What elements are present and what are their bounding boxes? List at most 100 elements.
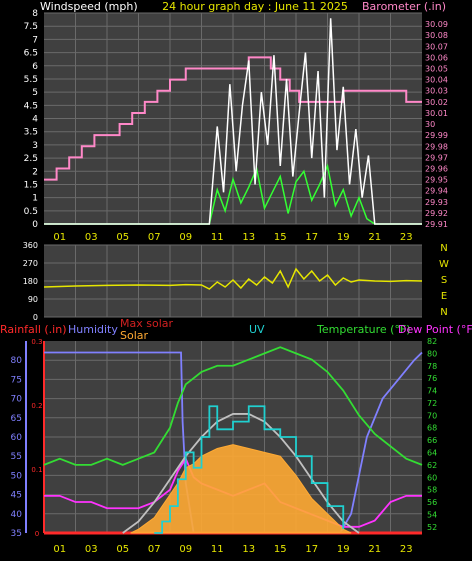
temp-tick-58: 58: [427, 486, 437, 495]
hum-tick-45: 45: [11, 491, 22, 501]
hum-tick-60: 60: [11, 433, 23, 443]
wind-tick-8: 8: [32, 9, 38, 19]
rain-tick-0.2: 0.2: [31, 402, 42, 410]
x-tick-top-23: 23: [400, 232, 413, 243]
temp-tick-54: 54: [427, 510, 437, 519]
x-tick-bottom-11: 11: [211, 544, 224, 555]
temp-tick-80: 80: [427, 349, 437, 358]
wind-tick-4: 4: [32, 115, 38, 125]
hum-tick-55: 55: [11, 452, 22, 462]
hum-tick-50: 50: [11, 471, 23, 481]
axis-labels: 0101030305050707090911111313151517171919…: [11, 9, 450, 555]
x-tick-top-19: 19: [337, 232, 350, 243]
legend-dew-point: Dew Point (°F): [398, 323, 472, 336]
x-tick-top-13: 13: [242, 232, 255, 243]
x-tick-top-17: 17: [305, 232, 318, 243]
rain-tick-0.3: 0.3: [31, 338, 42, 346]
baro-tick-30.08: 30.08: [425, 31, 448, 40]
barometer-axis-title: Barometer (.in): [362, 0, 446, 13]
temp-tick-62: 62: [427, 461, 437, 470]
x-tick-top-07: 07: [148, 232, 161, 243]
hum-tick-40: 40: [11, 510, 23, 520]
chart-title: 24 hour graph day : June 11 2025: [162, 0, 348, 13]
wind-tick-2: 2: [32, 167, 38, 177]
baro-tick-29.94: 29.94: [425, 187, 448, 196]
x-tick-top-05: 05: [116, 232, 129, 243]
temp-tick-82: 82: [427, 337, 437, 346]
temp-tick-78: 78: [427, 362, 437, 371]
dir-tick-270: 270: [23, 259, 38, 268]
temp-tick-72: 72: [427, 399, 437, 408]
temp-tick-76: 76: [427, 374, 437, 383]
baro-tick-30.06: 30.06: [425, 53, 448, 62]
baro-tick-30.09: 30.09: [425, 20, 448, 29]
wind-tick-5.5: 5.5: [24, 75, 38, 85]
wind-tick-1: 1: [32, 194, 38, 204]
x-tick-top-09: 09: [179, 232, 192, 243]
temp-tick-56: 56: [427, 498, 437, 507]
baro-tick-30.03: 30.03: [425, 87, 448, 96]
series-uv: [154, 405, 345, 534]
wind-tick-2.5: 2.5: [24, 154, 38, 164]
temp-tick-74: 74: [427, 387, 437, 396]
x-tick-bottom-01: 01: [53, 544, 66, 555]
wind-tick-7.5: 7.5: [24, 22, 38, 32]
wind-tick-3: 3: [32, 141, 38, 151]
baro-tick-29.97: 29.97: [425, 153, 448, 162]
baro-tick-29.91: 29.91: [425, 220, 448, 229]
wind-tick-5: 5: [32, 88, 38, 98]
legend-max-solar: Max solar: [120, 317, 173, 330]
compass-2-S: S: [441, 275, 447, 286]
wind-tick-7: 7: [32, 35, 38, 45]
x-tick-bottom-03: 03: [85, 544, 98, 555]
dir-tick-360: 360: [23, 241, 38, 250]
legend-rainfall: Rainfall (.in): [0, 323, 67, 336]
wind-tick-3.5: 3.5: [24, 128, 38, 138]
hum-tick-75: 75: [11, 375, 22, 385]
hum-tick-35: 35: [11, 529, 22, 539]
hum-tick-65: 65: [11, 414, 22, 424]
rain-tick-0: 0: [35, 530, 39, 538]
baro-tick-30: 30: [425, 120, 435, 129]
temp-tick-70: 70: [427, 411, 437, 420]
series-direction: [43, 267, 423, 290]
series-wind_gust: [44, 18, 422, 225]
wind-axis-title: Windspeed (mph): [40, 0, 138, 13]
legend-solar: Solar: [120, 329, 149, 342]
x-tick-bottom-17: 17: [305, 544, 318, 555]
dir-tick-180: 180: [23, 277, 38, 286]
x-tick-top-03: 03: [85, 232, 98, 243]
x-tick-top-15: 15: [274, 232, 287, 243]
rain-tick-0.1: 0.1: [31, 466, 42, 474]
baro-tick-29.96: 29.96: [425, 164, 448, 173]
dir-tick-90: 90: [28, 295, 38, 304]
baro-tick-30.04: 30.04: [425, 76, 448, 85]
hum-tick-70: 70: [11, 395, 23, 405]
dir-tick-0: 0: [33, 313, 38, 322]
wind-tick-0: 0: [32, 220, 38, 230]
legend-uv: UV: [249, 323, 265, 336]
hum-tick-80: 80: [11, 356, 23, 366]
baro-tick-29.99: 29.99: [425, 131, 448, 140]
compass-4-N: N: [440, 307, 447, 318]
x-tick-bottom-21: 21: [368, 544, 381, 555]
temp-tick-52: 52: [427, 523, 437, 532]
series-wind_avg: [44, 163, 422, 225]
x-tick-bottom-05: 05: [116, 544, 129, 555]
baro-tick-30.05: 30.05: [425, 65, 448, 74]
baro-tick-30.07: 30.07: [425, 42, 448, 51]
x-tick-bottom-07: 07: [148, 544, 161, 555]
x-tick-bottom-15: 15: [274, 544, 287, 555]
legend-temperature: Temperature (°F): [316, 323, 411, 336]
temp-tick-64: 64: [427, 448, 437, 457]
baro-tick-29.92: 29.92: [425, 209, 448, 218]
wind-tick-6.5: 6.5: [24, 49, 38, 59]
x-tick-bottom-13: 13: [242, 544, 255, 555]
series-max_solar: [122, 413, 360, 534]
compass-3-E: E: [441, 291, 447, 302]
temp-tick-68: 68: [427, 424, 437, 433]
compass-1-W: W: [439, 259, 449, 270]
compass-0-N: N: [440, 243, 447, 254]
temp-tick-66: 66: [427, 436, 437, 445]
